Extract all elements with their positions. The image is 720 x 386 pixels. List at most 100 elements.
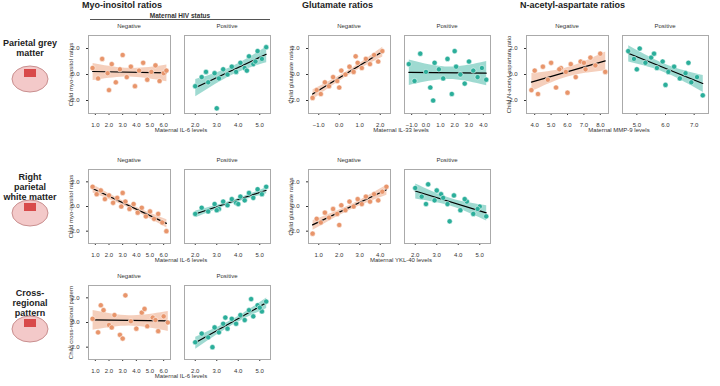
svg-text:0.0: 0.0 bbox=[71, 319, 80, 326]
svg-text:2.0: 2.0 bbox=[191, 252, 200, 257]
svg-text:2.0: 2.0 bbox=[335, 252, 344, 257]
svg-text:−2.0: −2.0 bbox=[287, 97, 300, 104]
svg-text:2.0: 2.0 bbox=[411, 252, 420, 257]
svg-text:4.0: 4.0 bbox=[531, 122, 540, 127]
svg-text:0.0: 0.0 bbox=[291, 71, 300, 78]
svg-text:3.0: 3.0 bbox=[356, 252, 365, 257]
svg-text:2.0: 2.0 bbox=[71, 178, 80, 185]
svg-text:7.0: 7.0 bbox=[690, 122, 699, 127]
svg-text:6.0: 6.0 bbox=[159, 252, 168, 257]
svg-text:Child glutamate ratios: Child glutamate ratios bbox=[288, 45, 294, 103]
html-text:Maternal IL-33 levels: Maternal IL-33 levels bbox=[373, 127, 429, 133]
svg-text:0.0: 0.0 bbox=[509, 71, 518, 78]
svg-text:0.0: 0.0 bbox=[71, 71, 80, 78]
html-text:Negative: Negative bbox=[117, 157, 141, 163]
svg-text:6.0: 6.0 bbox=[159, 368, 168, 373]
svg-text:5.0: 5.0 bbox=[547, 122, 556, 127]
svg-text:3.0: 3.0 bbox=[213, 252, 222, 257]
svg-text:2.0: 2.0 bbox=[105, 122, 114, 127]
html-text:Maternal MMP-9 levels: Maternal MMP-9 levels bbox=[588, 127, 650, 133]
svg-text:0.0: 0.0 bbox=[422, 122, 431, 127]
svg-text:6.0: 6.0 bbox=[563, 122, 572, 127]
svg-text:2.0: 2.0 bbox=[71, 45, 80, 52]
svg-text:1.0: 1.0 bbox=[91, 252, 100, 257]
svg-text:4.0: 4.0 bbox=[234, 368, 243, 373]
svg-text:2.0: 2.0 bbox=[291, 45, 300, 52]
svg-text:3.0: 3.0 bbox=[465, 122, 474, 127]
svg-text:−2.0: −2.0 bbox=[287, 228, 300, 235]
svg-text:4.0: 4.0 bbox=[454, 252, 463, 257]
svg-text:0.0: 0.0 bbox=[71, 203, 80, 210]
svg-text:3.0: 3.0 bbox=[118, 122, 127, 127]
svg-text:Child myo-inositol ratios: Child myo-inositol ratios bbox=[68, 175, 74, 239]
html-text:Myo-inositol ratios: Myo-inositol ratios bbox=[82, 0, 162, 10]
html-text:Positive: Positive bbox=[436, 23, 458, 29]
svg-text:5.0: 5.0 bbox=[476, 252, 485, 257]
svg-text:−2.0: −2.0 bbox=[67, 228, 80, 235]
svg-text:2.0: 2.0 bbox=[105, 252, 114, 257]
svg-text:−1.0: −1.0 bbox=[406, 122, 419, 127]
svg-text:1.0: 1.0 bbox=[91, 122, 100, 127]
html-text:Right parietal white matter: Right parietal white matter bbox=[3, 172, 57, 202]
html-text:Negative: Negative bbox=[337, 23, 361, 29]
svg-text:2.0: 2.0 bbox=[509, 45, 518, 52]
svg-text:6.0: 6.0 bbox=[661, 122, 670, 127]
svg-text:5.0: 5.0 bbox=[146, 368, 155, 373]
svg-text:Child glutamate ratios: Child glutamate ratios bbox=[288, 177, 294, 235]
svg-text:3.0: 3.0 bbox=[433, 252, 442, 257]
svg-text:−2.0: −2.0 bbox=[505, 97, 518, 104]
svg-text:5.0: 5.0 bbox=[146, 122, 155, 127]
svg-text:6.0: 6.0 bbox=[159, 122, 168, 127]
svg-text:2.0: 2.0 bbox=[376, 122, 385, 127]
html-text:Negative: Negative bbox=[337, 157, 361, 163]
svg-text:−2.0: −2.0 bbox=[67, 97, 80, 104]
svg-text:5.0: 5.0 bbox=[146, 252, 155, 257]
svg-text:0.0: 0.0 bbox=[291, 203, 300, 210]
svg-text:2.0: 2.0 bbox=[291, 178, 300, 185]
html-text:Positive: Positive bbox=[216, 23, 238, 29]
html-text:N-acetyl-aspartate ratios: N-acetyl-aspartate ratios bbox=[520, 0, 625, 10]
svg-text:1.0: 1.0 bbox=[91, 368, 100, 373]
svg-text:2.0: 2.0 bbox=[71, 294, 80, 301]
html-text:Cross-regional pattern: Cross-regional pattern bbox=[12, 288, 48, 318]
svg-text:5.0: 5.0 bbox=[256, 368, 265, 373]
svg-text:−1.0: −1.0 bbox=[313, 122, 326, 127]
svg-text:4.0: 4.0 bbox=[234, 122, 243, 127]
svg-text:1.0: 1.0 bbox=[356, 122, 365, 127]
html-text:Maternal IL-6 levels: Maternal IL-6 levels bbox=[154, 127, 208, 133]
svg-text:4.0: 4.0 bbox=[132, 252, 141, 257]
svg-text:7.0: 7.0 bbox=[580, 122, 589, 127]
html-text:Glutamate ratios: Glutamate ratios bbox=[302, 0, 373, 10]
svg-text:−2.0: −2.0 bbox=[67, 344, 80, 351]
svg-text:2.0: 2.0 bbox=[191, 122, 200, 127]
svg-text:2.0: 2.0 bbox=[191, 368, 200, 373]
svg-text:4.0: 4.0 bbox=[132, 122, 141, 127]
html-text:Parietal grey matter: Parietal grey matter bbox=[3, 38, 57, 58]
svg-text:4.0: 4.0 bbox=[479, 122, 488, 127]
svg-text:8.0: 8.0 bbox=[596, 122, 605, 127]
svg-text:0.0: 0.0 bbox=[335, 122, 344, 127]
svg-text:Child myo-inositol ratios: Child myo-inositol ratios bbox=[68, 43, 74, 107]
svg-text:1.0: 1.0 bbox=[436, 122, 445, 127]
svg-text:2.0: 2.0 bbox=[105, 368, 114, 373]
html-text:Negative: Negative bbox=[555, 23, 579, 29]
svg-text:3.0: 3.0 bbox=[118, 368, 127, 373]
html-text:Negative: Negative bbox=[117, 23, 141, 29]
svg-text:4.0: 4.0 bbox=[376, 252, 385, 257]
svg-text:3.0: 3.0 bbox=[213, 122, 222, 127]
svg-text:Child N-acetyl-aspartate ratio: Child N-acetyl-aspartate ratio bbox=[506, 35, 512, 113]
svg-text:3.0: 3.0 bbox=[118, 252, 127, 257]
svg-text:5.0: 5.0 bbox=[633, 122, 642, 127]
html-text:Maternal IL-6 levels: Maternal IL-6 levels bbox=[154, 257, 208, 263]
html-text:Positive: Positive bbox=[216, 157, 238, 163]
html-text:Positive: Positive bbox=[654, 23, 676, 29]
svg-text:4.0: 4.0 bbox=[234, 252, 243, 257]
svg-text:4.0: 4.0 bbox=[132, 368, 141, 373]
svg-text:3.0: 3.0 bbox=[213, 368, 222, 373]
svg-text:2.0: 2.0 bbox=[450, 122, 459, 127]
svg-text:1.0: 1.0 bbox=[315, 252, 324, 257]
html-text:Maternal HIV status: Maternal HIV status bbox=[149, 12, 211, 19]
svg-text:5.0: 5.0 bbox=[256, 122, 265, 127]
svg-text:5.0: 5.0 bbox=[256, 252, 265, 257]
svg-text:Child cross-regional pattern: Child cross-regional pattern bbox=[68, 286, 74, 359]
